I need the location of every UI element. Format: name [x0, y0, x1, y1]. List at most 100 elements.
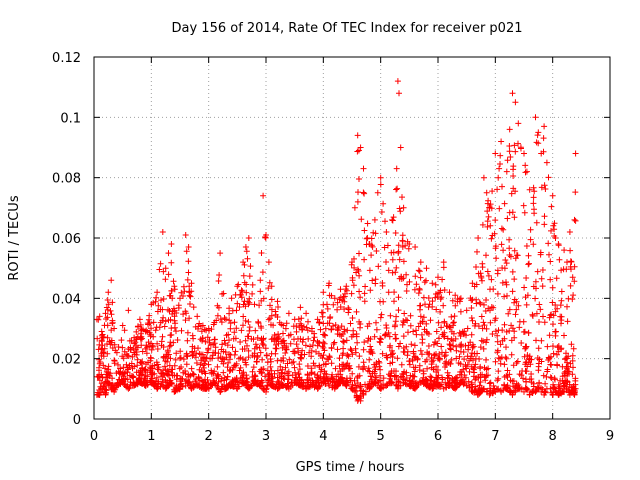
data-point — [244, 342, 250, 349]
data-point — [464, 361, 471, 368]
data-point — [468, 331, 475, 338]
data-point — [202, 358, 209, 365]
data-point — [101, 322, 108, 329]
data-point — [177, 348, 184, 355]
data-point — [498, 138, 505, 145]
data-point — [572, 189, 579, 196]
data-point — [263, 385, 270, 392]
data-point — [321, 347, 328, 354]
x-tick-label: 1 — [147, 429, 155, 444]
data-point — [320, 320, 327, 327]
data-point — [156, 266, 163, 273]
data-point — [383, 322, 390, 329]
data-point — [157, 260, 164, 267]
data-point — [139, 348, 146, 355]
data-point — [400, 258, 407, 265]
data-point — [296, 374, 303, 381]
data-point — [532, 278, 539, 285]
data-point — [349, 370, 356, 377]
data-point — [496, 165, 503, 172]
data-point — [410, 350, 417, 357]
data-point — [339, 297, 346, 304]
data-point — [259, 356, 266, 363]
data-point — [511, 276, 518, 283]
data-point — [109, 299, 116, 306]
data-point — [497, 387, 504, 394]
data-point — [529, 313, 536, 319]
data-point — [542, 380, 549, 387]
data-point — [418, 331, 425, 338]
data-point — [480, 174, 487, 181]
data-point — [555, 343, 562, 349]
data-point — [372, 364, 378, 371]
data-point — [265, 285, 272, 292]
data-point — [342, 381, 349, 388]
data-point — [488, 304, 495, 310]
data-point — [353, 331, 360, 337]
data-point — [228, 295, 235, 302]
data-point — [457, 369, 464, 375]
data-point — [221, 374, 228, 381]
data-point — [222, 316, 229, 323]
data-point — [320, 352, 327, 359]
data-point — [133, 369, 140, 376]
data-point — [367, 287, 374, 294]
data-point — [508, 337, 515, 344]
data-point — [347, 375, 353, 382]
data-point — [357, 294, 364, 301]
data-point — [468, 353, 475, 360]
data-point — [240, 272, 247, 279]
data-point — [226, 356, 233, 363]
data-point — [456, 296, 463, 303]
data-point — [377, 314, 384, 321]
data-point — [259, 379, 266, 386]
data-point — [545, 354, 552, 361]
data-point — [463, 332, 469, 339]
data-point — [305, 335, 312, 342]
data-point — [329, 371, 336, 378]
data-point — [274, 314, 281, 320]
data-point — [198, 351, 205, 358]
data-point — [303, 324, 310, 331]
data-point — [262, 345, 269, 352]
data-point — [386, 333, 393, 340]
data-point — [530, 241, 537, 248]
data-point — [463, 382, 470, 389]
data-point — [510, 383, 517, 390]
data-point — [219, 291, 226, 297]
data-point — [457, 308, 464, 315]
data-point — [304, 363, 311, 369]
data-point — [527, 226, 534, 233]
data-point — [249, 352, 256, 359]
data-point — [348, 333, 355, 340]
data-point — [250, 364, 257, 371]
data-point — [482, 377, 489, 384]
data-point — [456, 353, 463, 360]
data-point — [271, 332, 278, 338]
data-point — [268, 306, 275, 313]
data-point — [508, 351, 515, 358]
data-point — [268, 321, 274, 328]
data-point — [105, 301, 112, 308]
data-point — [225, 359, 232, 366]
data-point — [535, 363, 542, 370]
data-point — [356, 288, 363, 295]
data-point — [197, 361, 204, 368]
data-point — [331, 295, 338, 302]
data-point — [126, 337, 133, 344]
data-point — [544, 343, 551, 350]
data-point — [334, 346, 341, 353]
data-point — [544, 368, 551, 375]
data-point — [364, 220, 371, 227]
data-point — [512, 188, 519, 195]
data-point — [523, 243, 530, 249]
data-point — [479, 221, 486, 228]
data-point — [220, 369, 227, 376]
data-point — [360, 346, 367, 353]
data-point — [240, 259, 247, 266]
data-point — [358, 216, 365, 223]
data-point — [265, 259, 272, 266]
data-point — [540, 372, 547, 379]
data-point — [417, 259, 424, 266]
data-point — [487, 307, 493, 314]
